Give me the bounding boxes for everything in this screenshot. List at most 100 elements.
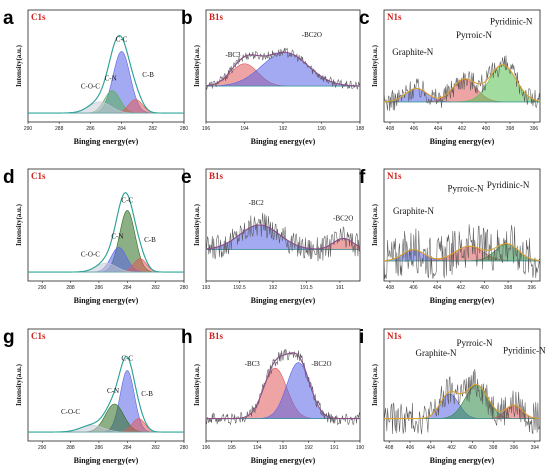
peak-label-c-o-c: C-O-C [61, 408, 80, 416]
peak-label-graphite-n: Graphite-N [393, 206, 434, 216]
x-tick-label: 192 [304, 445, 313, 451]
x-tick-label: 191.5 [300, 285, 313, 291]
x-tick-label: 404 [433, 285, 442, 291]
x-tick-label: 408 [386, 126, 395, 132]
x-axis-label: Binging energy(ev) [430, 296, 495, 305]
panel-a: 290 288 286 284 282 280 Binging energy(ev) Inte… [3, 8, 188, 146]
x-tick-label: 286 [86, 126, 95, 132]
x-tick-label: 406 [410, 126, 419, 132]
fit-envelope [383, 64, 541, 103]
y-axis-label: Intensity(a.u.) [193, 44, 201, 87]
x-tick-label: 284 [117, 126, 126, 132]
panel-e: 193 192.5 192 191.5 191 Binging energy(ev) Int… [181, 167, 361, 305]
y-axis-label: Intensity(a.u.) [15, 363, 23, 406]
x-tick-label: 400 [482, 126, 491, 132]
x-tick-label: 280 [180, 445, 189, 451]
x-tick-label: 282 [151, 445, 160, 451]
panel-g: 290 288 286 284 282 280 Binging energy(ev) Inte… [3, 327, 188, 465]
x-tick-label: 192.5 [233, 285, 246, 291]
panel-letter: f [359, 167, 366, 188]
peak-label-bc2: -BC2 [249, 199, 265, 207]
x-tick-label: 286 [95, 445, 104, 451]
panel-letter: i [359, 327, 364, 348]
x-tick-label: 398 [489, 445, 498, 451]
x-tick-label: 290 [24, 126, 33, 132]
panel-i: 408 406 404 402 400 398 396 394 Binging energy(e… [359, 327, 546, 465]
x-tick-label: 288 [66, 285, 75, 291]
panel-letter: d [3, 167, 15, 188]
peak-label-c-n: C-N [105, 75, 117, 83]
y-axis-label: Intensity(a.u.) [193, 363, 201, 406]
x-tick-label: 191 [336, 285, 345, 291]
x-axis-label: Binging energy(ev) [430, 137, 495, 146]
x-tick-label: 284 [123, 445, 132, 451]
fit-envelope [383, 243, 541, 262]
x-tick-label: 404 [434, 126, 443, 132]
peak-label-pyridinic-n: Pyridinic-N [490, 17, 533, 27]
x-axis-label: Binging energy(ev) [430, 456, 495, 465]
panel-title: C1s [31, 12, 46, 22]
fit-envelope [205, 224, 361, 250]
x-axis-label: Binging energy(ev) [74, 137, 139, 146]
peak-label-pyrroic-n: Pyrroic-N [456, 30, 492, 40]
panel-f: 408 406 404 402 400 398 396 Binging energy(ev) I… [359, 167, 541, 305]
x-tick-label: 284 [123, 285, 132, 291]
panel-title: N1s [387, 12, 402, 22]
peak-label-bc2o: -BC2O [311, 360, 331, 368]
x-axis-label: Binging energy(ev) [74, 456, 139, 465]
x-axis-label: Binging energy(ev) [251, 296, 316, 305]
panel-letter: e [181, 167, 192, 188]
x-tick-label: 400 [480, 285, 489, 291]
x-tick-label: 191 [330, 445, 339, 451]
peak-label-bc3: -BC3 [245, 360, 261, 368]
panel-letter: c [359, 8, 370, 29]
x-tick-label: 190 [356, 445, 365, 451]
y-axis-label: Intensity(a.u.) [371, 203, 379, 246]
peak-label-c-o-c: C-O-C [81, 250, 100, 258]
y-axis-label: Intensity(a.u.) [371, 363, 379, 406]
x-tick-label: 282 [149, 126, 158, 132]
x-tick-label: 280 [180, 285, 189, 291]
panel-c: 408 406 404 402 400 398 396 Binging energy(ev) I… [359, 8, 541, 146]
x-tick-label: 394 [531, 445, 540, 451]
panel-b: 196 194 192 190 188 Binging energy(ev) Intensi… [181, 8, 364, 146]
y-axis-label: Intensity(a.u.) [15, 44, 23, 87]
peak-label-pyridinic-n: Pyridinic-N [487, 180, 530, 190]
x-tick-label: 402 [457, 285, 466, 291]
panel-letter: g [3, 327, 15, 348]
peak-label-c-b: C-B [141, 390, 153, 398]
raw-spectrum [205, 348, 361, 426]
fit-envelope [28, 192, 184, 273]
x-tick-label: 190 [317, 126, 326, 132]
peak-label-bc2o: -BC2O [333, 215, 353, 223]
x-tick-label: 192 [269, 285, 278, 291]
x-tick-label: 402 [458, 126, 467, 132]
peak-label-bc3: -BC3 [225, 51, 241, 59]
peak-label-c-n: C-N [107, 387, 119, 395]
panel-title: C1s [31, 331, 46, 341]
x-tick-label: 404 [427, 445, 436, 451]
peak-label-c-o-c: C-O-C [81, 82, 100, 90]
x-tick-label: 196 [202, 445, 211, 451]
plot-frame [205, 168, 361, 282]
x-tick-label: 194 [240, 126, 249, 132]
x-axis-label: Binging energy(ev) [251, 137, 316, 146]
peak-label-pyrroic-n: Pyrroic-N [456, 338, 492, 348]
x-axis-label: Binging energy(ev) [251, 456, 316, 465]
x-tick-label: 192 [279, 126, 288, 132]
fit-envelope [384, 384, 541, 420]
panel-letter: b [181, 8, 193, 29]
raw-spectrum [205, 212, 361, 262]
panel-title: N1s [387, 331, 402, 341]
x-tick-label: 188 [356, 126, 365, 132]
x-tick-label: 408 [386, 285, 395, 291]
peak-label-bc2o: -BC2O [302, 31, 322, 39]
plot-frame [27, 168, 185, 282]
x-tick-label: 402 [447, 445, 456, 451]
x-tick-label: 194 [253, 445, 262, 451]
x-tick-label: 398 [506, 126, 515, 132]
plot-frame [383, 9, 541, 123]
y-axis-label: Intensity(a.u.) [371, 44, 379, 87]
x-tick-label: 193 [202, 285, 211, 291]
peak-label-c-c: C-C [116, 35, 128, 43]
